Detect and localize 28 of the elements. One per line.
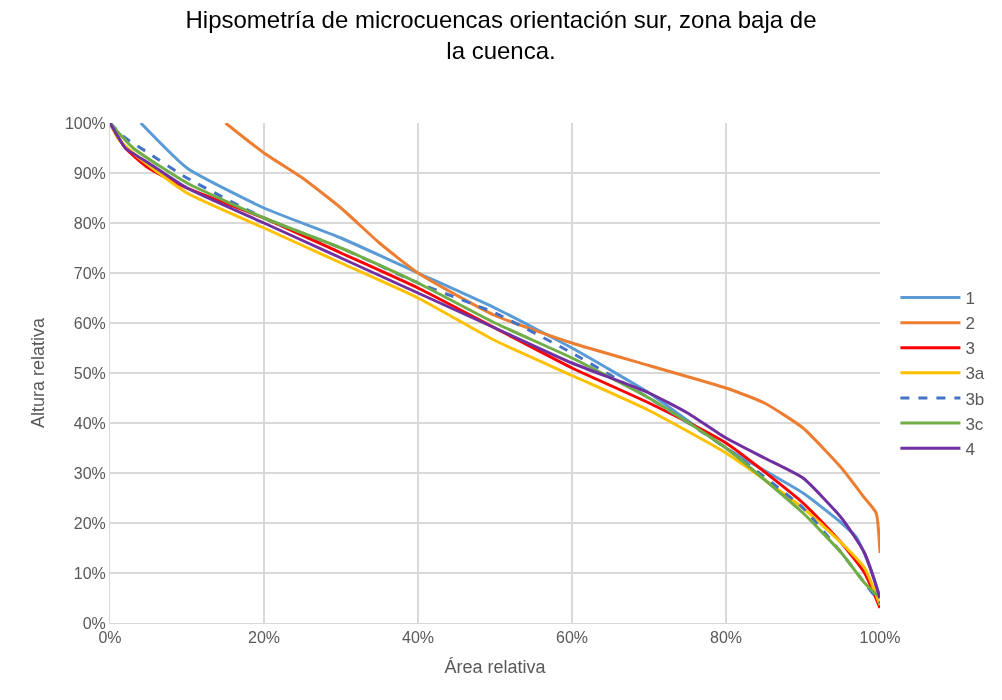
legend-label: 3b [965, 389, 985, 409]
legend-label: 1 [965, 289, 975, 309]
legend-label: 3 [965, 339, 975, 359]
y-tick-label: 70% [73, 264, 106, 282]
x-tick-label: 20% [247, 629, 281, 647]
y-tick-label: 90% [73, 164, 106, 182]
legend-label: 3c [965, 414, 984, 434]
y-tick-label: 30% [73, 464, 106, 482]
y-tick-label: 100% [64, 114, 106, 132]
chart-title: Hipsometría de microcuencas orientación sur, zona baja de la cuenca. [185, 6, 817, 65]
y-tick-label: 80% [73, 214, 106, 232]
line-series [224, 123, 880, 555]
x-tick-label: 100% [859, 629, 901, 647]
legend-label: 2 [965, 314, 975, 334]
y-tick-label: 60% [73, 314, 106, 332]
legend-label: 4 [965, 439, 975, 459]
x-tick-label: 80% [709, 629, 743, 647]
x-tick-label: 0% [98, 629, 122, 647]
y-tick-label: 0% [82, 614, 106, 632]
x-tick-label: 40% [401, 629, 435, 647]
x-tick-label: 60% [555, 629, 589, 647]
legend-label: 3a [965, 364, 985, 384]
y-tick-label: 10% [73, 564, 106, 582]
y-tick-label: 50% [73, 364, 106, 382]
y-tick-label: 40% [73, 414, 106, 432]
y-axis-title: Altura relativa [28, 316, 49, 429]
x-axis-title: Área relativa [444, 657, 547, 678]
y-tick-label: 20% [73, 514, 106, 532]
